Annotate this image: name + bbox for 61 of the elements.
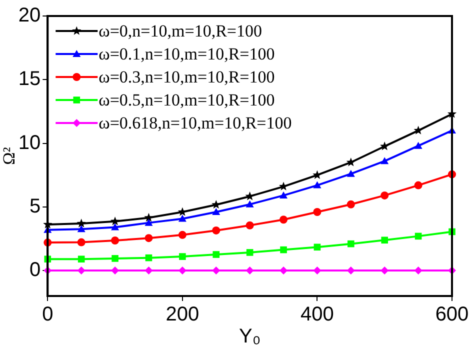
point [78,256,85,262]
point [414,266,422,275]
x-tick-label: 200 [166,304,200,326]
point [111,236,120,245]
point [246,266,254,275]
point [77,225,86,232]
legend-label: ω=0.5,n=10,m=10,R=100 [98,90,275,110]
point [112,255,118,262]
point [179,253,186,260]
point [76,218,86,228]
point [110,216,120,226]
legend-label: ω=0.1,n=10,m=10,R=100 [98,44,275,64]
point [313,181,322,188]
y-tick-label: 15 [18,68,41,90]
point [144,234,153,242]
point [314,244,321,251]
point [178,214,186,222]
point [246,249,254,256]
x-tick-label: 400 [300,304,334,326]
y-axis-title: Ω² [0,147,19,165]
point [380,157,389,164]
point [280,246,287,254]
point [178,230,186,239]
point [77,266,86,275]
y-tick-label: 5 [30,195,41,218]
point [145,254,152,262]
point [346,158,356,166]
point [246,221,254,230]
point [178,207,187,216]
point [380,142,390,150]
point [380,191,389,200]
y-tick-label: 10 [18,132,41,154]
point [77,238,86,246]
point [381,236,388,244]
x-axis-title: Y₀ [239,326,261,348]
point [346,170,355,177]
legend-label: ω=0.3,n=10,m=10,R=100 [98,67,275,86]
point [212,226,220,234]
point [212,208,220,215]
legend-label: ω=0.618,n=10,m=10,R=100 [98,113,292,132]
y-tick-label: 20 [18,4,41,27]
point [414,126,423,134]
point [280,216,288,224]
point [212,251,220,258]
point [280,191,288,198]
x-tick-label: 600 [435,304,469,326]
point [144,218,153,226]
point [414,142,422,149]
point [313,208,322,216]
legend-label: ω=0,n=10,m=10,R=100 [98,21,262,40]
point [414,232,422,240]
point [313,266,322,275]
point [414,181,422,190]
point [144,212,154,222]
point [348,240,354,248]
y-tick-label: 0 [30,259,41,282]
point [111,223,120,230]
point [346,200,355,208]
point [212,266,220,275]
point [144,266,153,275]
point [246,200,254,208]
